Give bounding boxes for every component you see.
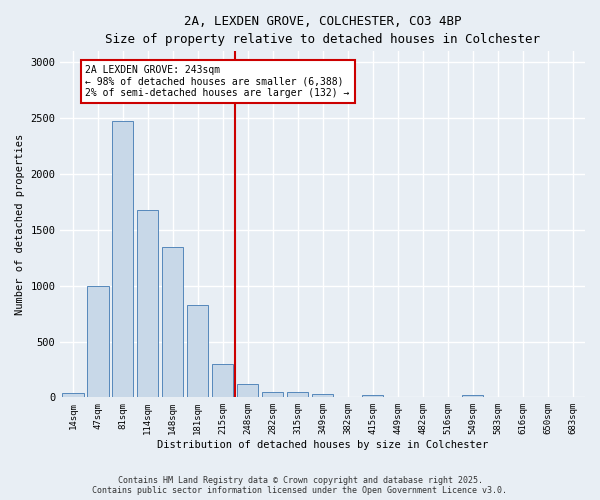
Bar [262, 392, 283, 398]
Bar [212, 364, 233, 398]
Bar [462, 395, 483, 398]
Bar [237, 384, 259, 398]
Bar [312, 394, 334, 398]
Title: 2A, LEXDEN GROVE, COLCHESTER, CO3 4BP
Size of property relative to detached hous: 2A, LEXDEN GROVE, COLCHESTER, CO3 4BP Si… [105, 15, 540, 46]
Bar [362, 394, 383, 398]
Bar [287, 392, 308, 398]
Text: 2A LEXDEN GROVE: 243sqm
← 98% of detached houses are smaller (6,388)
2% of semi-: 2A LEXDEN GROVE: 243sqm ← 98% of detache… [85, 64, 350, 98]
Text: Contains HM Land Registry data © Crown copyright and database right 2025.
Contai: Contains HM Land Registry data © Crown c… [92, 476, 508, 495]
Bar [137, 210, 158, 398]
Y-axis label: Number of detached properties: Number of detached properties [15, 134, 25, 315]
Bar [162, 246, 184, 398]
Bar [62, 393, 83, 398]
X-axis label: Distribution of detached houses by size in Colchester: Distribution of detached houses by size … [157, 440, 488, 450]
Bar [87, 286, 109, 398]
Bar [112, 121, 133, 398]
Bar [187, 304, 208, 398]
